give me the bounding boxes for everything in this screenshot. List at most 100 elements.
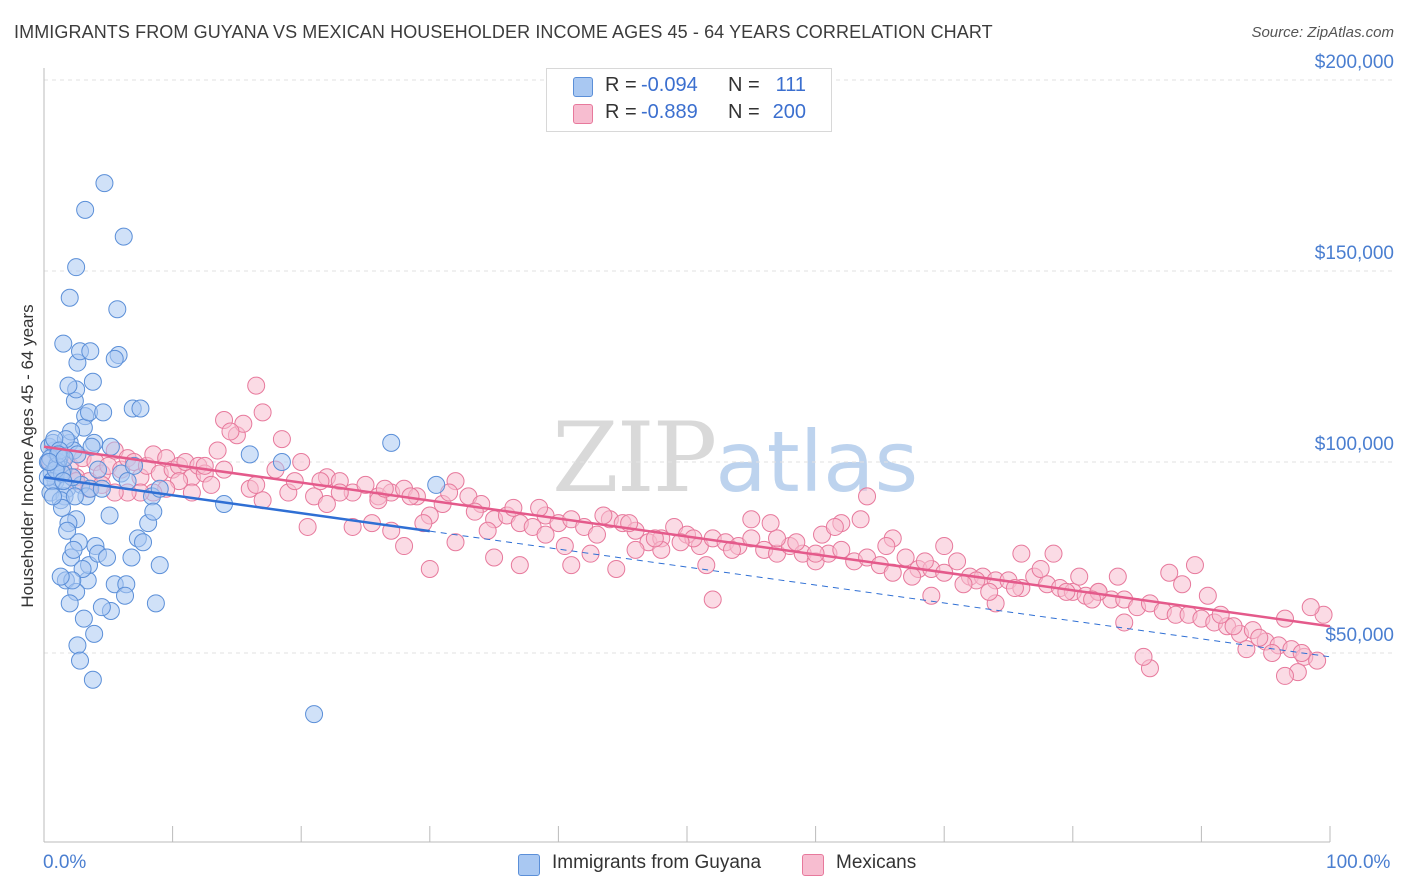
mexican-point	[1083, 590, 1102, 609]
mexican-point	[671, 533, 690, 552]
guyana-point	[94, 403, 113, 422]
mexican-point	[948, 552, 967, 571]
guyana-point	[92, 479, 111, 498]
guyana-trend-extension	[429, 530, 1331, 658]
chart-title: IMMIGRANTS FROM GUYANA VS MEXICAN HOUSEH…	[14, 22, 993, 42]
mexican-point	[485, 548, 504, 567]
guyana-point	[60, 288, 79, 307]
mexican-point	[414, 514, 433, 533]
mexican-point	[555, 537, 574, 556]
mexican-point	[195, 456, 214, 475]
mexican-point	[787, 533, 806, 552]
mexican-point	[510, 556, 529, 575]
mexican-point	[697, 556, 716, 575]
watermark-zip: ZIP	[552, 402, 717, 514]
mexican-point	[1275, 666, 1294, 685]
guyana-point	[83, 372, 102, 391]
y-tick-label: $100,000	[1314, 434, 1394, 455]
legend-label: Mexicans	[836, 852, 917, 873]
mexican-point	[536, 525, 555, 544]
x-tick-label-min: 0.0%	[43, 852, 87, 873]
guyana-point	[101, 437, 120, 456]
guyana-point	[65, 487, 84, 506]
guyana-point	[44, 487, 63, 506]
mexican-point	[247, 475, 266, 494]
mexican-point	[395, 537, 414, 556]
guyana-point	[64, 540, 83, 559]
mexican-point	[768, 529, 787, 548]
guyana-point	[134, 533, 153, 552]
mexican-point	[272, 430, 291, 449]
x-tick-label-max: 100.0%	[1326, 852, 1391, 873]
guyana-point	[51, 567, 70, 586]
guyana-trend-line	[43, 476, 430, 533]
mexican-point	[723, 540, 742, 559]
mexican-point	[607, 559, 626, 578]
guyana-point	[54, 334, 73, 353]
legend-item-guyana[interactable]: Immigrants from Guyana	[518, 852, 798, 878]
guyana-point	[76, 200, 95, 219]
mexican-point	[915, 552, 934, 571]
mexican-point	[903, 567, 922, 586]
stats-row-mexicans: R = -0.889 N = 200	[547, 101, 831, 127]
mexican-point	[1237, 640, 1256, 659]
n-value: 200	[772, 101, 806, 123]
guyana-swatch	[573, 77, 593, 97]
mexican-point	[742, 510, 761, 529]
legend-item-mexicans[interactable]: Mexicans	[802, 852, 942, 878]
mexican-point	[247, 376, 266, 395]
guyana-point	[116, 586, 135, 605]
mexican-point	[922, 586, 941, 605]
guyana-point	[114, 227, 133, 246]
y-axis-label: Householder Income Ages 45 - 64 years	[18, 304, 37, 608]
axes	[43, 68, 1331, 843]
mexican-point	[562, 556, 581, 575]
guyana-point	[68, 636, 87, 655]
mexican-point	[343, 517, 362, 536]
mexican-point	[851, 510, 870, 529]
mexican-point	[1224, 617, 1243, 636]
guyana-point	[81, 342, 100, 361]
guyana-point	[92, 598, 111, 617]
mexicans-points	[41, 376, 1333, 685]
mexican-point	[446, 533, 465, 552]
guyana-point	[305, 705, 324, 724]
mexican-point	[1070, 567, 1089, 586]
guyana-point	[85, 624, 104, 643]
mexican-point	[202, 475, 221, 494]
n-label: N =	[728, 101, 760, 123]
guyana-point	[82, 437, 101, 456]
mexican-point	[1115, 613, 1134, 632]
guyana-point	[40, 453, 59, 471]
mexican-trend-line	[43, 445, 1331, 628]
mexican-point	[1012, 544, 1031, 563]
guyana-point	[55, 449, 74, 468]
mexican-point	[742, 529, 761, 548]
mexican-point	[581, 544, 600, 563]
mexican-point	[1250, 628, 1269, 647]
mexican-point	[703, 590, 722, 609]
mexican-point	[980, 582, 999, 601]
mexican-point	[420, 559, 439, 578]
mexican-point	[215, 460, 234, 479]
mexican-point	[1173, 575, 1192, 594]
r-value: -0.889	[641, 101, 698, 123]
guyana-point	[144, 502, 163, 521]
n-label: N =	[728, 74, 760, 96]
mexican-point	[1057, 582, 1076, 601]
mexican-point	[317, 495, 336, 514]
guyana-point	[272, 453, 291, 471]
mexican-point	[761, 514, 780, 533]
mexican-point	[298, 517, 317, 536]
mexican-point	[1108, 567, 1127, 586]
guyana-point	[122, 548, 141, 567]
mexican-point	[1160, 563, 1179, 582]
mexicans-legend-swatch	[802, 854, 824, 876]
mexican-point	[587, 525, 606, 544]
guyana-point	[108, 300, 127, 319]
mexican-point	[1301, 598, 1320, 617]
mexican-point	[1198, 586, 1217, 605]
guyana-point	[131, 399, 150, 418]
guyana-point	[98, 548, 117, 567]
